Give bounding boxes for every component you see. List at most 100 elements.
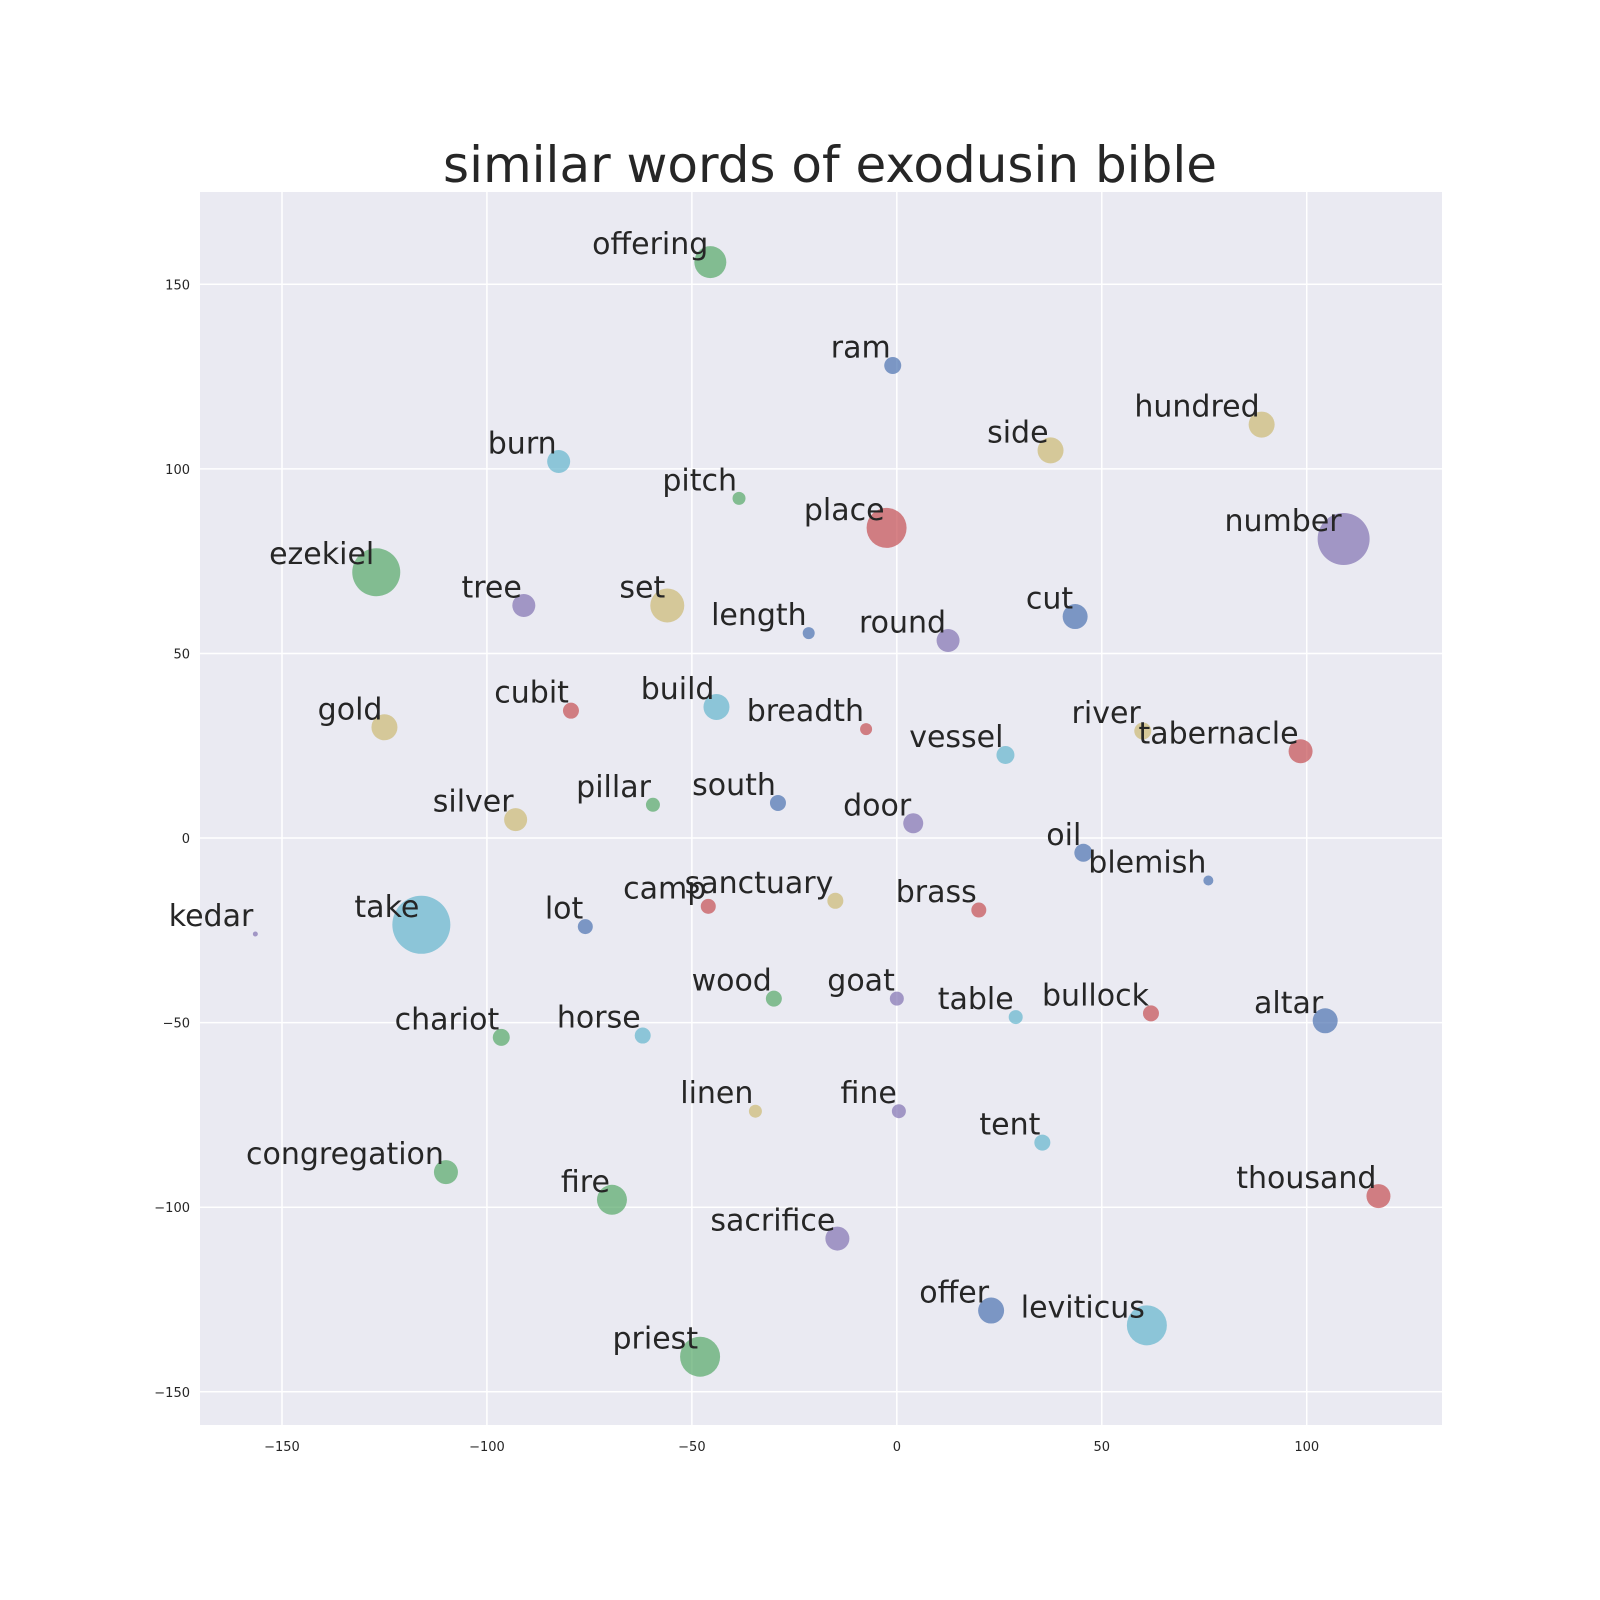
point-chariot [492, 1028, 510, 1046]
point-thousand [1366, 1184, 1391, 1209]
point-set [650, 588, 685, 623]
point-ram [884, 357, 902, 375]
label-build: build [641, 672, 715, 707]
x-tick-label: −100 [469, 1440, 505, 1455]
point-river [1134, 722, 1152, 740]
point-fine [891, 1104, 906, 1119]
point-pitch [732, 491, 746, 505]
point-number [1317, 513, 1370, 566]
point-take [392, 895, 451, 954]
label-priest: priest [613, 1322, 699, 1357]
point-ezekiel [352, 548, 401, 597]
label-river: river [1072, 696, 1142, 731]
label-breadth: breadth [747, 694, 864, 729]
label-offer: offer [919, 1276, 989, 1311]
point-tabernacle [1288, 739, 1313, 764]
label-tent: tent [979, 1108, 1040, 1143]
point-wood [765, 990, 782, 1007]
point-hundred [1248, 411, 1275, 438]
y-tick-label: 100 [165, 463, 190, 478]
label-gold: gold [318, 692, 383, 727]
point-offering [694, 246, 727, 279]
axis-ticks: −150 −100 −50 0 50 100 −150 −100 −50 0 50 100 150 [154, 278, 1319, 1455]
x-tick-label: 0 [893, 1440, 901, 1455]
point-south [769, 794, 786, 811]
label-table: table [938, 982, 1014, 1017]
label-kedar: kedar [169, 899, 254, 934]
point-table [1008, 1010, 1023, 1025]
x-tick-label: 50 [1094, 1440, 1111, 1455]
label-altar: altar [1254, 986, 1324, 1021]
label-offering: offering [592, 227, 708, 262]
point-side [1037, 437, 1064, 464]
point-pillar [645, 797, 660, 812]
label-chariot: chariot [395, 1002, 500, 1037]
label-hundred: hundred [1134, 390, 1259, 425]
label-ezekiel: ezekiel [269, 537, 374, 572]
label-door: door [843, 788, 912, 823]
point-goat [889, 991, 904, 1006]
label-round: round [859, 606, 946, 641]
point-fire [596, 1184, 627, 1215]
x-tick-label: −50 [678, 1440, 705, 1455]
label-fire: fire [561, 1165, 610, 1200]
point-tent [1034, 1134, 1051, 1151]
label-linen: linen [680, 1076, 753, 1111]
point-gold [371, 714, 398, 741]
point-sanctuary [827, 892, 844, 909]
plot-area [200, 192, 1442, 1425]
label-set: set [619, 570, 665, 605]
label-camp: camp [623, 871, 706, 906]
point-kedar [252, 931, 258, 937]
label-south: south [692, 768, 776, 803]
label-blemish: blemish [1088, 845, 1206, 880]
label-cut: cut [1026, 582, 1074, 617]
point-brass [971, 902, 987, 918]
label-bullock: bullock [1042, 978, 1150, 1013]
point-camp [700, 898, 716, 914]
point-altar [1312, 1008, 1338, 1034]
point-burn [547, 449, 571, 473]
point-horse [634, 1027, 651, 1044]
label-thousand: thousand [1236, 1161, 1376, 1196]
label-pitch: pitch [662, 463, 737, 498]
label-goat: goat [827, 964, 895, 999]
x-tick-label: −150 [264, 1440, 300, 1455]
data-points [252, 246, 1391, 1377]
word-labels: offering ram hundred burn side pitch place numb… [169, 227, 1377, 1357]
label-tree: tree [461, 570, 521, 605]
label-wood: wood [692, 964, 772, 999]
label-length: length [711, 598, 807, 633]
y-tick-label: −100 [154, 1201, 190, 1216]
y-tick-label: 0 [182, 832, 190, 847]
grid-lines [200, 192, 1442, 1425]
label-vessel: vessel [909, 720, 1003, 755]
point-leviticus [1126, 1305, 1167, 1346]
point-offer [978, 1297, 1005, 1324]
point-priest [680, 1336, 721, 1377]
point-breadth [860, 723, 873, 736]
chart-title: similar words of exodusin bible [443, 136, 1217, 194]
label-lot: lot [545, 892, 584, 927]
label-take: take [354, 890, 419, 925]
label-tabernacle: tabernacle [1138, 716, 1298, 751]
y-tick-label: −50 [163, 1017, 190, 1032]
label-ram: ram [831, 331, 891, 366]
y-tick-label: 50 [173, 647, 190, 662]
label-silver: silver [433, 785, 515, 820]
point-lot [577, 919, 593, 935]
label-brass: brass [896, 875, 977, 910]
point-congregation [433, 1160, 458, 1185]
point-cubit [562, 702, 579, 719]
point-linen [748, 1104, 762, 1118]
label-place: place [804, 493, 885, 528]
label-number: number [1225, 504, 1343, 539]
label-fine: fine [841, 1076, 897, 1111]
point-place [866, 507, 907, 548]
label-sacrifice: sacrifice [710, 1204, 835, 1239]
label-side: side [987, 415, 1048, 450]
point-blemish [1203, 875, 1214, 886]
x-tick-label: 100 [1294, 1440, 1319, 1455]
point-length [802, 627, 815, 640]
